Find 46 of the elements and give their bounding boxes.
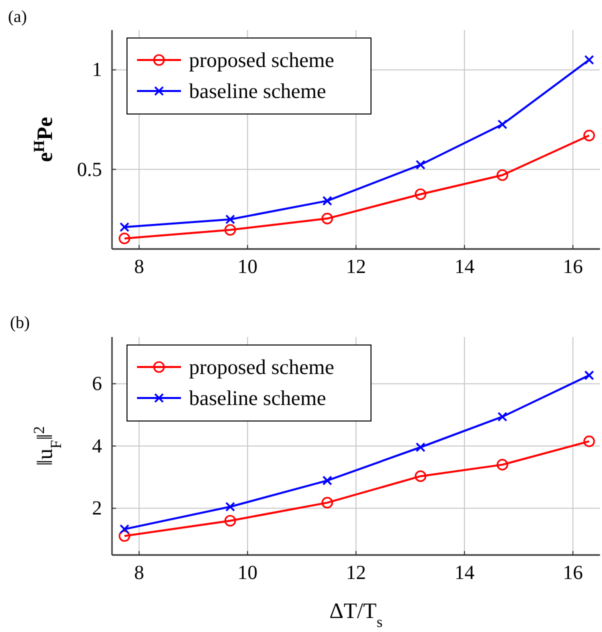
point bbox=[583, 130, 595, 142]
point bbox=[498, 412, 508, 422]
point bbox=[225, 214, 236, 224]
point bbox=[321, 496, 334, 508]
point bbox=[224, 514, 236, 527]
y-tick-label: 6 bbox=[92, 373, 102, 396]
x-tick-label: 12 bbox=[346, 562, 366, 584]
point bbox=[584, 54, 594, 65]
point bbox=[416, 442, 426, 452]
x-tick-label: 16 bbox=[562, 256, 583, 278]
legend-label: proposed scheme bbox=[189, 48, 334, 72]
x-tick-label: 8 bbox=[134, 562, 144, 584]
legend-label: baseline scheme bbox=[189, 79, 326, 103]
x-tick-label: 8 bbox=[134, 256, 144, 278]
point bbox=[416, 160, 426, 170]
point bbox=[583, 436, 595, 448]
x-tick-label: 10 bbox=[238, 256, 258, 278]
point bbox=[322, 476, 332, 486]
x-tick-label: 14 bbox=[454, 562, 474, 584]
y-tick-label: 0.5 bbox=[77, 158, 102, 181]
point bbox=[120, 222, 130, 232]
x-tick-label: 14 bbox=[454, 256, 474, 278]
point bbox=[225, 502, 236, 512]
chart-title: (a) bbox=[8, 7, 27, 26]
point bbox=[322, 196, 332, 206]
point bbox=[224, 224, 236, 236]
point bbox=[120, 524, 130, 534]
legend-label: baseline scheme bbox=[189, 386, 326, 410]
point bbox=[496, 169, 508, 181]
point bbox=[118, 232, 130, 244]
point bbox=[496, 458, 508, 470]
point bbox=[498, 119, 508, 130]
y-tick-label: 4 bbox=[92, 435, 102, 458]
y-tick-label: 2 bbox=[92, 498, 102, 520]
point bbox=[414, 188, 426, 200]
x-tick-label: 10 bbox=[238, 562, 258, 584]
point bbox=[118, 530, 130, 542]
x-axis-title: ΔT/T$_{s}$ bbox=[329, 598, 383, 630]
y-tick-label: 1 bbox=[92, 59, 102, 82]
chart-title: (b) bbox=[10, 313, 30, 332]
x-tick-label: 16 bbox=[562, 562, 583, 584]
legend-label: proposed scheme bbox=[189, 355, 334, 379]
point bbox=[321, 212, 334, 224]
x-tick-label: 12 bbox=[346, 256, 366, 278]
point bbox=[414, 470, 426, 482]
point bbox=[584, 370, 594, 380]
